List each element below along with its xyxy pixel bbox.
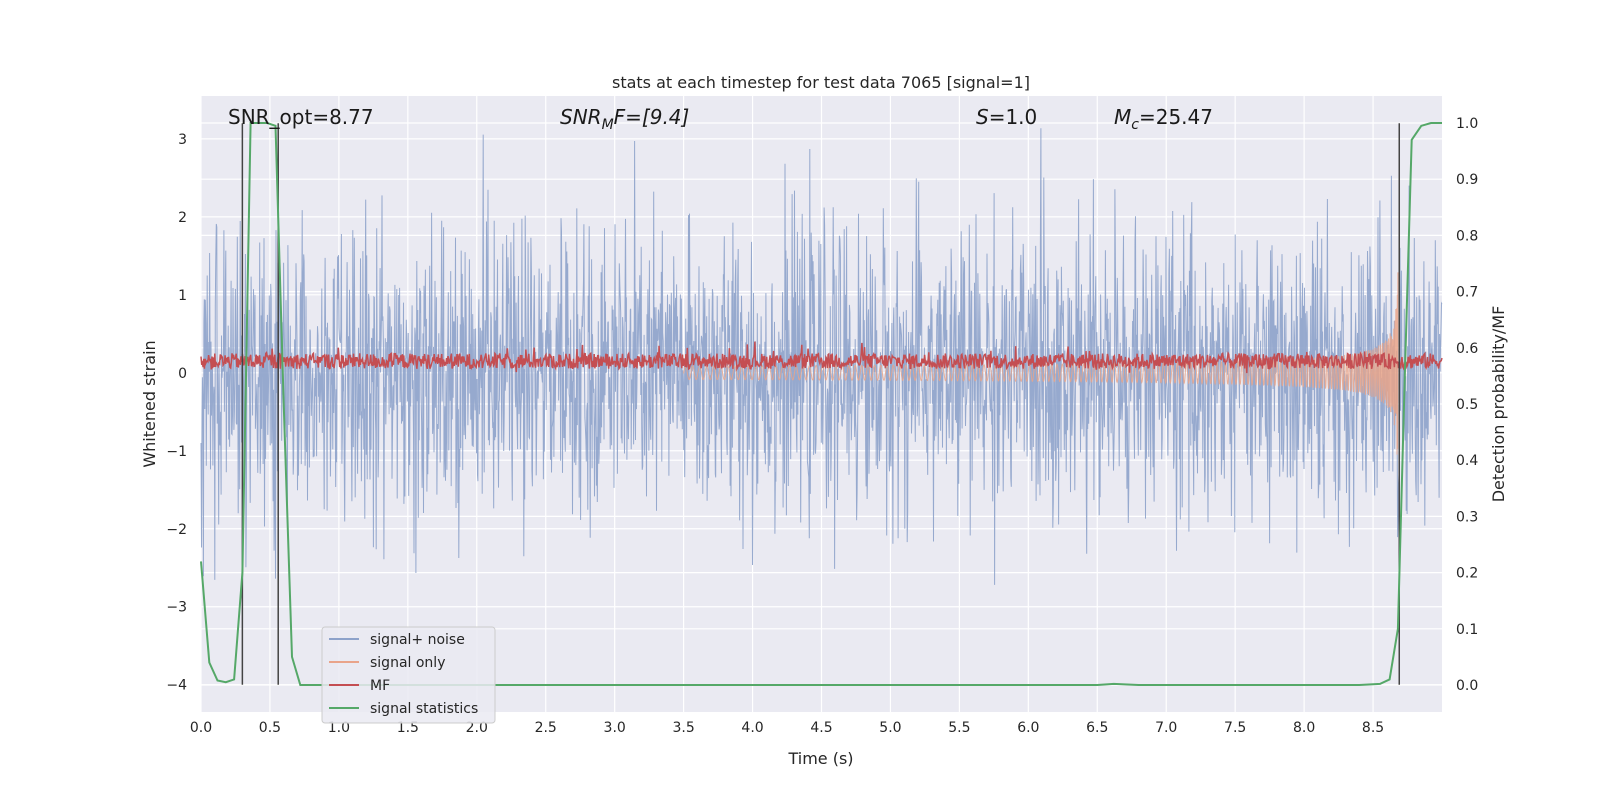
x-tick-label: 6.0 (1017, 720, 1039, 736)
x-tick-label: 3.5 (672, 720, 694, 736)
annotation-mc-base: M (1114, 105, 1131, 129)
y-tick-label: −4 (166, 678, 187, 694)
legend-label-signal-only: signal only (370, 655, 445, 671)
y2-tick-label: 1.0 (1456, 116, 1478, 132)
y2-axis-label: Detection probability/MF (1489, 306, 1508, 503)
x-tick-label: 5.5 (948, 720, 970, 736)
legend-label-signal-statistics: signal statistics (370, 701, 478, 717)
annotation-mc-rest: =25.47 (1139, 105, 1213, 129)
x-axis-ticks: 0.0 0.5 1.0 1.5 2.0 2.5 3.0 3.5 4.0 4.5 5.0 5.5 6.0 6… (190, 720, 1384, 736)
x-tick-label: 0.0 (190, 720, 212, 736)
y-axis-ticks: 3 2 1 0 −1 −2 −3 −4 (166, 132, 187, 694)
annotation-s-base: S (976, 105, 989, 129)
y-tick-label: 3 (178, 132, 187, 148)
y2-tick-label: 0.7 (1456, 285, 1478, 301)
x-tick-label: 4.5 (810, 720, 832, 736)
legend-label-mf: MF (370, 678, 390, 694)
y2-axis-ticks: 1.0 0.9 0.8 0.7 0.6 0.5 0.4 0.3 0.2 0.1 0.0 (1456, 116, 1478, 694)
y-axis-label: Whitened strain (140, 340, 159, 467)
series-signal-statistics (200, 122, 1442, 686)
x-tick-label: 0.5 (259, 720, 281, 736)
x-tick-label: 7.5 (1224, 720, 1246, 736)
y2-tick-label: 0.8 (1456, 228, 1478, 244)
y2-tick-label: 0.5 (1456, 397, 1478, 413)
y-tick-label: −3 (166, 600, 187, 616)
annotation-s-rest: =1.0 (989, 105, 1038, 129)
y-tick-label: −1 (166, 444, 187, 460)
x-tick-label: 4.0 (741, 720, 763, 736)
x-tick-label: 1.0 (328, 720, 350, 736)
annotation-snr-mf: SNRMF=[9.4] (560, 105, 689, 133)
x-axis-label: Time (s) (787, 749, 853, 768)
x-tick-label: 7.0 (1155, 720, 1177, 736)
legend: signal+ noise signal only MF signal stat… (321, 626, 496, 724)
annotation-snr-mf-sub: M (602, 117, 614, 133)
chart-title: stats at each timestep for test data 706… (612, 73, 1030, 92)
x-tick-label: 2.0 (466, 720, 488, 736)
legend-box (321, 626, 496, 724)
y2-tick-label: 0.4 (1456, 453, 1478, 469)
y-tick-label: 2 (178, 210, 187, 226)
y2-tick-label: 0.2 (1456, 566, 1478, 582)
y2-tick-label: 0.6 (1456, 341, 1478, 357)
annotation-s: S=1.0 (976, 105, 1037, 129)
annotation-mc-sub: c (1131, 117, 1139, 133)
x-tick-label: 6.5 (1086, 720, 1108, 736)
plot-data (200, 122, 1443, 686)
y-tick-label: −2 (166, 522, 187, 538)
y2-tick-label: 0.3 (1456, 509, 1478, 525)
y2-tick-label: 0.1 (1456, 622, 1478, 638)
x-tick-label: 8.0 (1293, 720, 1315, 736)
y2-tick-label: 0.0 (1456, 678, 1478, 694)
series-signal-noise (200, 128, 1443, 585)
y-tick-label: 0 (178, 366, 187, 382)
x-tick-label: 5.0 (879, 720, 901, 736)
annotation-snr-opt: SNR_opt=8.77 (228, 105, 374, 129)
y-tick-label: 1 (178, 288, 187, 304)
annotation-mc: Mc=25.47 (1114, 105, 1213, 133)
x-tick-label: 1.5 (397, 720, 419, 736)
x-tick-label: 2.5 (535, 720, 557, 736)
series-mf (200, 341, 1443, 374)
x-tick-label: 8.5 (1362, 720, 1384, 736)
y2-tick-label: 0.9 (1456, 172, 1478, 188)
legend-label-signal-noise: signal+ noise (370, 632, 465, 648)
annotation-snr-mf-base: SNR (560, 105, 602, 129)
annotation-snr-mf-rest: F=[9.4] (614, 105, 690, 129)
x-tick-label: 3.0 (604, 720, 626, 736)
